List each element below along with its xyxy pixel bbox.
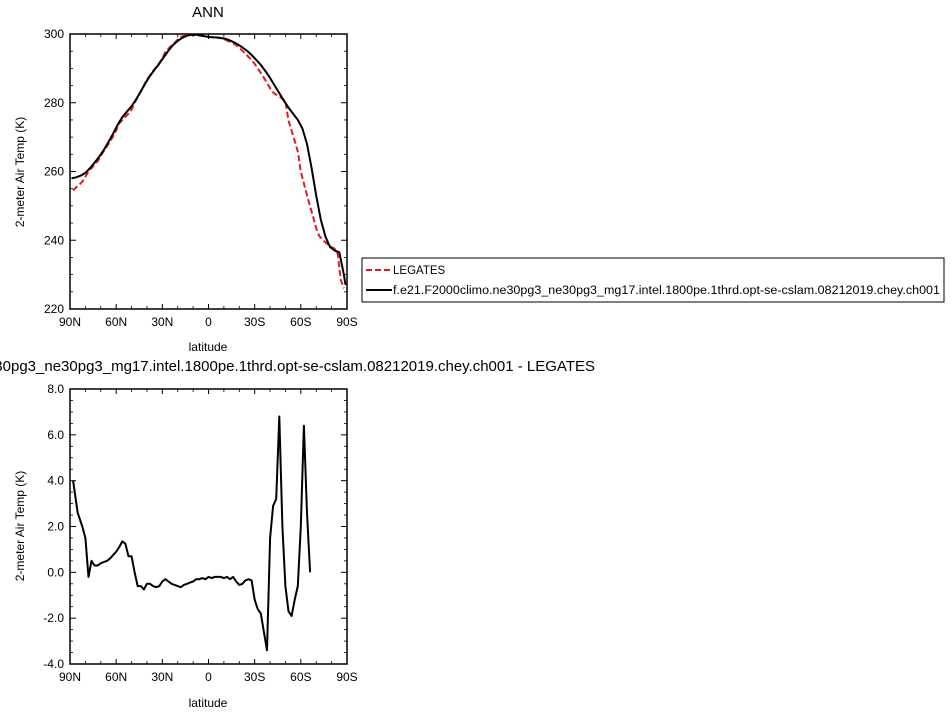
difference-panel: f.e21.F2000climo.ne30pg3_ne30pg3_mg17.in… (0, 358, 595, 710)
x-tick-label: 0 (205, 670, 212, 684)
x-tick-label: 60N (105, 670, 127, 684)
y-axis-label: 2-meter Air Temp (K) (13, 117, 27, 227)
y-axis: 220 240 260 280 300 (44, 27, 347, 316)
series-line-model (71, 33, 347, 286)
x-axis: 90N 60N 30N 0 30S 60S 90S (59, 389, 358, 684)
x-axis-label: latitude (189, 340, 228, 354)
legend-label-legates: LEGATES (393, 265, 446, 277)
series-line-legates (72, 33, 345, 289)
temperature-panel: ANN 90N 60N 30N 0 30S 60S 90S 220240260280300 … (13, 4, 358, 354)
x-tick-label: 30S (244, 670, 265, 684)
x-tick-label: 60S (290, 670, 311, 684)
legend: LEGATES f.e21.F2000climo.ne30pg3_ne30pg3… (361, 257, 945, 303)
x-tick-label: 90N (59, 315, 81, 329)
y-tick-label: 280 (44, 96, 64, 110)
y-tick-label: 300 (44, 27, 64, 41)
y-axis: -4.0 -2.0 0.0 2.0 4.0 6.0 8.0 (43, 382, 347, 671)
x-tick-label: 30S (244, 315, 265, 329)
legend-box (361, 257, 945, 303)
plot-frame (69, 33, 348, 310)
x-tick-label: 90N (59, 670, 81, 684)
x-tick-label: 90S (336, 315, 357, 329)
series-line-model (72, 415, 312, 652)
series-group (72, 415, 312, 652)
x-tick-label: 90S (336, 670, 357, 684)
y-tick-label: 240 (44, 233, 64, 247)
y-tick-label: -4.0 (43, 657, 64, 671)
plot-frame (69, 388, 348, 665)
y-tick-label: 8.0 (47, 382, 64, 396)
series-group (71, 33, 347, 289)
x-tick-label: 30N (151, 670, 173, 684)
y-tick-label: 6.0 (47, 428, 64, 442)
x-axis-label: latitude (189, 696, 228, 710)
chart-title: ANN (192, 4, 224, 21)
y-tick-label: 4.0 (47, 474, 64, 488)
y-tick-label: 2.0 (47, 520, 64, 534)
x-tick-label: 0 (205, 315, 212, 329)
x-tick-label: 60N (105, 315, 127, 329)
x-tick-label: 60S (290, 315, 311, 329)
y-tick-label: 0.0 (47, 565, 64, 579)
legend-label-model: f.e21.F2000climo.ne30pg3_ne30pg3_mg17.in… (393, 285, 940, 297)
y-tick-label: 260 (44, 165, 64, 179)
y-axis-label: 2-meter Air Temp (K) (13, 471, 27, 581)
chart-title: f.e21.F2000climo.ne30pg3_ne30pg3_mg17.in… (0, 358, 595, 375)
y-tick-label: -2.0 (43, 611, 64, 625)
y-tick-label: 220 (44, 302, 64, 316)
x-tick-label: 30N (151, 315, 173, 329)
